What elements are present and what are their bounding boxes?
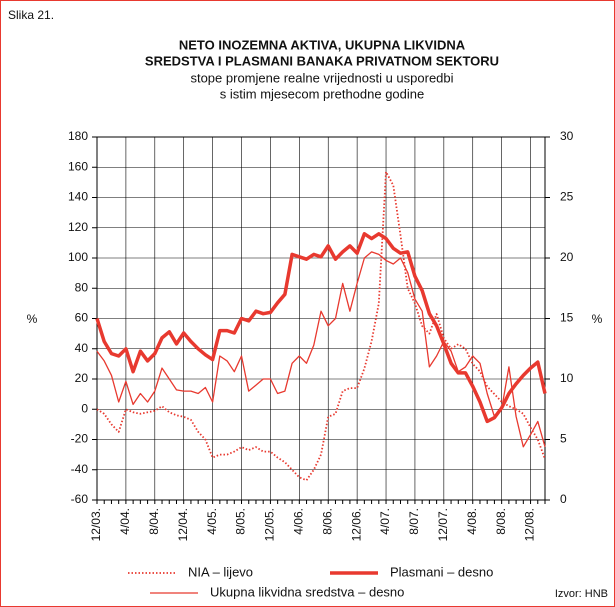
y2-tick-label: 30 [560, 129, 574, 143]
x-tick-label: 8/08. [494, 508, 508, 535]
legend-label: NIA – lijevo [188, 564, 253, 579]
y-tick-label: 180 [68, 129, 88, 143]
source: Izvor: HNB [555, 588, 608, 600]
x-tick-label: 12/05. [263, 508, 277, 541]
chart-title: SREDSTVA I PLASMANI BANAKA PRIVATNOM SEK… [145, 53, 499, 68]
x-tick-label: 4/07. [378, 508, 392, 535]
y-tick-label: 60 [75, 311, 89, 325]
y2-tick-label: 0 [560, 492, 567, 506]
y2-axis-label: % [592, 312, 603, 326]
y-tick-label: 20 [75, 371, 89, 385]
x-tick-label: 12/03. [89, 508, 103, 541]
y-tick-label: -40 [71, 462, 89, 476]
y2-tick-label: 15 [560, 311, 574, 325]
series-line [95, 232, 547, 424]
y-tick-label: -20 [71, 432, 89, 446]
legend-label: Ukupna likvidna sredstva – desno [210, 584, 404, 599]
y-tick-label: 120 [68, 220, 88, 234]
chart-title: NETO INOZEMNA AKTIVA, UKUPNA LIKVIDNA [179, 37, 466, 52]
subtitle: s istim mjesecom prethodne godine [220, 86, 425, 101]
figure-label: Slika 21. [8, 8, 54, 22]
y-tick-label: 140 [68, 190, 88, 204]
subtitle: stope promjene realne vrijednosti u uspo… [190, 70, 453, 85]
x-tick-label: 12/06. [349, 508, 363, 541]
y-tick-label: 40 [75, 341, 89, 355]
x-tick-label: 8/06. [320, 508, 334, 535]
y-tick-label: 100 [68, 250, 88, 264]
y-tick-label: 80 [75, 280, 89, 294]
y-axis-label: % [27, 312, 38, 326]
y-tick-label: 0 [81, 401, 88, 415]
y2-tick-label: 20 [560, 250, 574, 264]
series-line [96, 251, 546, 448]
x-tick-label: 8/04. [147, 508, 161, 535]
x-tick-label: 4/04. [118, 508, 132, 535]
y2-tick-label: 25 [560, 190, 574, 204]
x-tick-label: 12/07. [436, 508, 450, 541]
x-tick-label: 4/06. [291, 508, 305, 535]
legend-label: Plasmani – desno [390, 564, 493, 579]
y2-tick-label: 5 [560, 432, 567, 446]
x-tick-label: 12/08. [523, 508, 537, 541]
x-tick-label: 12/04. [176, 508, 190, 541]
x-tick-label: 8/05. [234, 508, 248, 535]
y-tick-label: -60 [71, 492, 89, 506]
x-tick-label: 4/08. [465, 508, 479, 535]
y-tick-label: 160 [68, 159, 88, 173]
y2-tick-label: 10 [560, 371, 574, 385]
x-tick-label: 8/07. [407, 508, 421, 535]
x-tick-label: 4/05. [205, 508, 219, 535]
